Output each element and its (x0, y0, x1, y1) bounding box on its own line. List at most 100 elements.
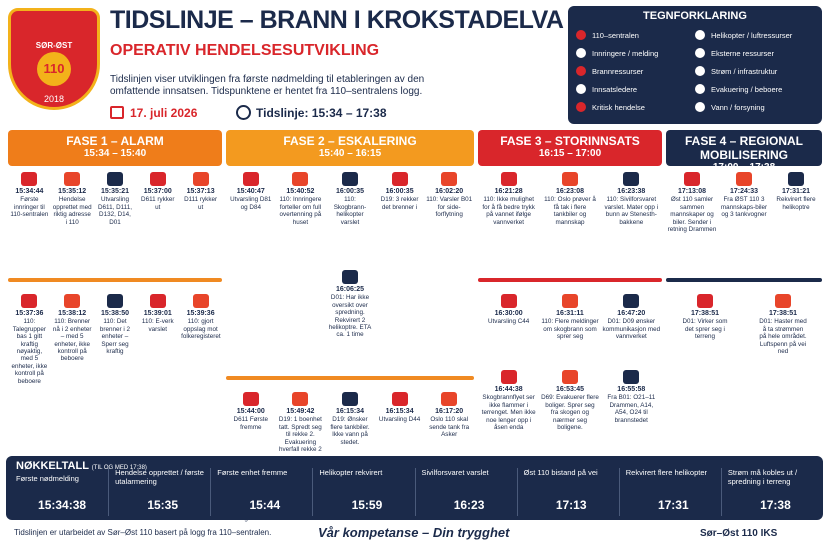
event-time: 15:40:47 (236, 188, 265, 195)
event-text: D611 rykker ut (141, 196, 175, 211)
key-time: 17:31 (657, 498, 689, 512)
event-time: 16:00:35 (335, 188, 364, 195)
event-time: 15:39:36 (186, 310, 215, 317)
event-time: 17:38:51 (690, 310, 720, 317)
event-text: D69: Evakuerer flere boliger. Sprer seg … (541, 394, 599, 432)
event: 15:37:00 D611 rykker ut (137, 170, 178, 268)
timeline-label: Tidslinje: 15:34 – 17:38 (256, 106, 387, 120)
phase-header: FASE 3 – STORINNSATS 16:15 – 17:00 (478, 130, 662, 166)
legend-item: Innringere / melding (576, 44, 695, 62)
timeline (8, 278, 222, 282)
event-time: 16:23:38 (617, 188, 646, 195)
event: 15:37:13 D111 rykker ut (180, 170, 221, 268)
event: 15:34:44 Første innringer til 110-sentral… (9, 170, 50, 268)
event-icon (242, 172, 259, 186)
event-icon (341, 392, 358, 406)
event-icon (561, 294, 578, 308)
legend-item: Strøm / infrastruktur (695, 62, 814, 80)
legend-title: TEGNFORKLARING (643, 10, 747, 22)
event-time: 16:02:20 (435, 188, 464, 195)
event: 15:39:36 110: gjort oppslag mot folkeregi… (180, 292, 221, 368)
event-icon (561, 370, 578, 384)
legend-icon (695, 30, 705, 40)
key-figure: Hendelse opprettet / første utalarmering… (108, 468, 210, 516)
event: 15:38:50 110: Det brenner i 2 enheter – S… (94, 292, 135, 368)
event-time: 17:13:08 (677, 188, 707, 195)
key-label: Øst 110 bistand på vei (523, 468, 598, 477)
event-text: D611 Første fremme (233, 416, 269, 431)
legend-item: Innsatsledere (576, 80, 695, 98)
timeline (666, 278, 822, 282)
phase-title: FASE 4 – REGIONAL MOBILISERING (684, 134, 804, 162)
phase-header: FASE 2 – ESKALERING 15:40 – 16:15 (226, 130, 474, 166)
event: 16:44:38 Skogbrannflyet ser ikke flammer … (479, 368, 539, 444)
event: 16:31:11 110: Flere meldinger om skogbran… (540, 292, 600, 368)
phase-title: FASE 1 – ALARM (66, 134, 164, 148)
key-label: Sivilforsvaret varslet (421, 468, 489, 477)
event-icon (21, 294, 38, 308)
event: 16:55:58 Fra B01: O21–11 Drammen, A14, A5… (601, 368, 661, 444)
key-note: (TIL OG MED 17:38) (91, 465, 147, 471)
event-time: 16:06:25 (335, 286, 365, 293)
key-time: 16:23 (453, 498, 485, 512)
key-label: Første enhet fremme (217, 468, 288, 477)
footer-org: Sør–Øst 110 IKS (700, 528, 778, 539)
phase: FASE 4 – REGIONAL MOBILISERING 17:00 – 17… (666, 130, 822, 452)
event-icon (64, 172, 81, 186)
event: 17:24:33 Fra ØST 110 3 mannskaps-biler og… (719, 170, 770, 268)
event-text: Første innringer til 110-sentralen (10, 196, 49, 219)
event-text: D01: Har ikke oversikt over spredning. R… (328, 294, 372, 339)
event-text: D01: D09 ønsker kommunikasjon med vannve… (602, 318, 661, 341)
event-icon (106, 172, 123, 186)
event-time: 15:37:00 (143, 188, 172, 195)
legend-icon (576, 84, 586, 94)
event-icon (149, 172, 166, 186)
legend-grid: 110–sentralen Innringere / melding Brannre… (576, 26, 814, 116)
event-time: 15:38:50 (100, 310, 129, 317)
event-text: D19: 3 rekker det brenner i (380, 196, 419, 211)
key-figure: Strøm må kobles ut / spredning i terreng… (720, 468, 823, 516)
events-bottom: 16:30:00 Utvarsling C44 16:31:11 110: Flere… (478, 292, 662, 444)
event: 15:40:47 Utvarsling D81 og D84 (227, 170, 275, 268)
event-text: D111 rykker ut (184, 196, 218, 211)
phase-time: 15:34 – 15:40 (83, 148, 147, 159)
event-text: 110: Oslo prøver å få tak i flere tankbi… (544, 196, 596, 226)
event: 16:23:08 110: Oslo prøver å få tak i fler… (540, 170, 600, 268)
legend-icon (576, 66, 586, 76)
event-time: 15:37:36 (15, 310, 44, 317)
event-icon (64, 294, 81, 308)
key-figure: Helikopter rekvirert 15:59 (312, 468, 414, 516)
event-text: 110: Det brenner i 2 enheter – Sperr seg… (99, 318, 131, 356)
legend-label: Innringere / melding (592, 48, 659, 58)
event: 15:38:12 110: Brenner nå i 2 enheter – me… (52, 292, 93, 368)
event-time: 16:47:20 (617, 310, 646, 317)
legend-label: Helikopter / luftressurser (711, 30, 793, 40)
legend: TEGNFORKLARING 110–sentralen Innringere /… (568, 6, 822, 124)
event-icon (441, 172, 458, 186)
key-title: NØKKELTALL (16, 460, 89, 472)
logo-text: SØR-ØST (35, 41, 73, 50)
event-time: 15:34:44 (15, 188, 44, 195)
legend-item: Kritisk hendelse (576, 98, 695, 116)
event: 16:30:00 Utvarsling C44 (479, 292, 539, 368)
event-time: 15:35:12 (58, 188, 87, 195)
event: 17:13:08 Øst 110 samler sammen mannskaper… (667, 170, 718, 268)
subtitle: OPERATIV HENDELSESUTVIKLING (110, 42, 380, 59)
logo: SØR-ØST 110 2018 (8, 8, 100, 110)
event-time: 16:55:58 (617, 386, 646, 393)
key-figures: NØKKELTALL (TIL OG MED 17:38) Første nød… (6, 456, 823, 520)
event: 17:38:51 D01: Virker som det sprer seg i … (680, 292, 731, 368)
legend-item: Evakuering / beboere (695, 80, 814, 98)
event-text: Rekvirert flere helikoptre (776, 196, 816, 211)
phase-time: 15:40 – 16:15 (318, 148, 382, 159)
events-bottom: 15:37:36 110: Talegrupper bas 1 gitt kraf… (8, 292, 222, 385)
event: 16:23:38 110: Sivilforsvaret varslet. Mat… (601, 170, 661, 268)
phase-header: FASE 1 – ALARM 15:34 – 15:40 (8, 130, 222, 166)
event-text: 110: Sivilforsvaret varslet. Mater opp i… (604, 196, 659, 226)
legend-label: Strøm / infrastruktur (711, 66, 778, 76)
legend-item: Vann / forsyning (695, 98, 814, 116)
event-text: Utvarsling D81 og D84 (230, 196, 272, 211)
legend-label: Kritisk hendelse (592, 102, 645, 112)
event-icon (500, 172, 517, 186)
event-time: 16:21:28 (494, 188, 523, 195)
